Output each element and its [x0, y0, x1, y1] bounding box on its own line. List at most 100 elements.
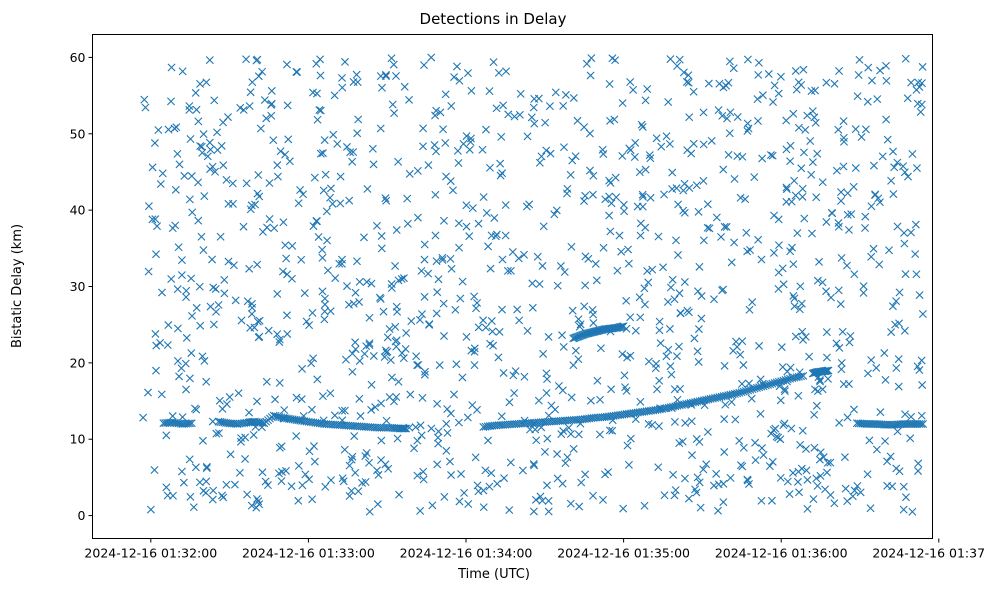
clutter-point — [496, 159, 505, 168]
clutter-point — [351, 345, 360, 354]
clutter-point — [178, 67, 187, 76]
clutter-point — [636, 219, 645, 228]
clutter-point — [657, 142, 666, 151]
clutter-point — [177, 467, 186, 476]
clutter-point — [818, 178, 827, 187]
clutter-point — [611, 56, 620, 65]
clutter-point — [436, 108, 445, 117]
clutter-point — [888, 302, 897, 311]
clutter-point — [688, 451, 696, 460]
clutter-point — [222, 175, 231, 184]
clutter-point — [489, 58, 498, 67]
clutter-point — [636, 397, 645, 406]
y-tick-label: 10 — [70, 432, 86, 447]
clutter-point — [195, 282, 204, 291]
y-axis-label: Bistatic Delay (km) — [10, 224, 25, 348]
clutter-point — [439, 332, 448, 341]
clutter-point — [771, 424, 780, 433]
clutter-point — [822, 353, 831, 362]
clutter-point — [318, 287, 327, 296]
clutter-point — [888, 482, 897, 491]
clutter-point — [668, 275, 677, 284]
track-point — [770, 379, 779, 388]
clutter-point — [907, 412, 916, 421]
clutter-point — [798, 327, 807, 336]
clutter-point — [581, 191, 590, 200]
clutter-point — [887, 176, 896, 185]
clutter-point — [717, 232, 725, 241]
clutter-point — [797, 164, 806, 173]
clutter-point — [492, 104, 501, 113]
clutter-point — [644, 357, 653, 366]
clutter-point — [335, 259, 344, 268]
clutter-point — [445, 457, 454, 466]
clutter-point — [890, 163, 899, 172]
clutter-point — [623, 441, 632, 450]
clutter-point — [340, 406, 349, 415]
clutter-point — [522, 202, 531, 211]
clutter-point — [365, 507, 374, 516]
track-point — [741, 386, 750, 395]
track-point — [822, 366, 831, 375]
clutter-point — [247, 309, 256, 318]
clutter-point — [654, 422, 663, 431]
clutter-point — [672, 352, 681, 361]
clutter-point — [438, 253, 447, 262]
clutter-point — [782, 183, 791, 192]
clutter-point — [318, 392, 327, 401]
clutter-point — [901, 270, 910, 279]
clutter-point — [520, 372, 529, 381]
clutter-point — [703, 223, 712, 232]
clutter-point — [377, 456, 386, 465]
x-axis: 2024-12-16 01:32:00 2024-12-16 01:33:00 20… — [84, 538, 986, 561]
clutter-point — [626, 434, 635, 443]
clutter-point — [720, 448, 729, 457]
clutter-point — [499, 101, 508, 110]
clutter-point — [697, 291, 706, 300]
clutter-point — [387, 54, 396, 63]
clutter-point — [872, 363, 881, 372]
clutter-point — [493, 479, 502, 488]
clutter-point — [487, 469, 496, 478]
clutter-point — [379, 307, 388, 316]
track-point — [759, 382, 768, 391]
clutter-point — [509, 371, 518, 380]
clutter-point — [843, 261, 851, 270]
clutter-point — [377, 83, 386, 92]
clutter-point — [294, 199, 303, 208]
clutter-point — [882, 61, 891, 70]
clutter-point — [337, 73, 346, 82]
clutter-point — [381, 346, 390, 355]
clutter-point — [213, 128, 222, 137]
clutter-point — [321, 482, 330, 491]
clutter-point — [693, 287, 702, 296]
clutter-point — [845, 338, 854, 347]
track-point — [881, 420, 890, 429]
clutter-point — [681, 419, 690, 428]
clutter-point — [380, 353, 389, 362]
clutter-point — [377, 232, 386, 241]
clutter-point — [539, 222, 548, 231]
clutter-point — [531, 425, 540, 434]
clutter-point — [242, 179, 251, 188]
clutter-point — [192, 405, 201, 414]
clutter-point — [174, 243, 183, 252]
clutter-point — [506, 458, 515, 467]
clutter-point — [353, 129, 362, 138]
clutter-point — [660, 190, 669, 199]
clutter-point — [173, 324, 182, 333]
clutter-point — [733, 113, 742, 122]
clutter-point — [253, 260, 262, 269]
track-point — [915, 419, 924, 428]
clutter-point — [340, 445, 349, 454]
clutter-point — [654, 232, 663, 241]
clutter-point — [249, 430, 258, 439]
clutter-point — [419, 475, 428, 484]
clutter-point — [869, 244, 878, 253]
clutter-point — [419, 124, 428, 133]
clutter-point — [907, 78, 916, 87]
clutter-point — [450, 73, 459, 82]
clutter-point — [171, 185, 180, 194]
clutter-point — [889, 147, 898, 156]
